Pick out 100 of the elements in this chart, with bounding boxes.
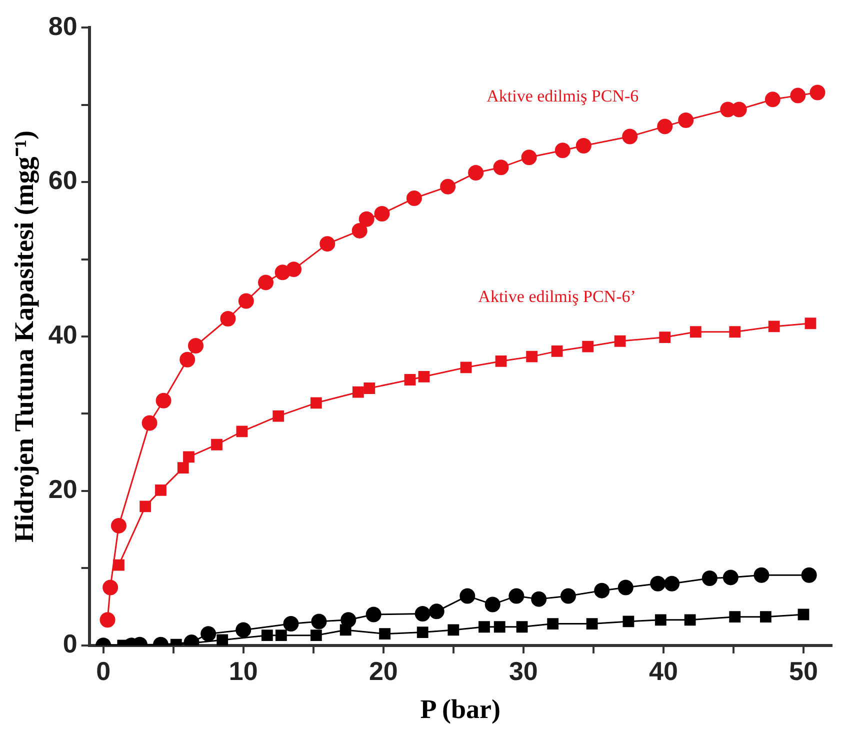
x-tick-label: 40 [649,656,678,686]
point [684,614,696,626]
point [142,415,158,431]
y-tick-label: 0 [62,628,78,659]
point [484,596,500,612]
point [560,588,576,604]
point [416,626,428,638]
point [657,118,673,134]
point [678,112,694,128]
point [364,382,376,394]
point [659,332,671,343]
point [690,326,702,338]
point [188,338,204,354]
point [275,630,287,642]
point [358,211,374,227]
point [618,580,634,596]
point [180,352,196,368]
point [418,370,430,382]
point [594,582,610,598]
x-tick-label: 20 [368,656,398,686]
point [272,410,284,422]
point [113,559,124,571]
point [516,621,528,633]
point [110,518,126,534]
point [238,293,254,309]
point [320,236,336,252]
point [460,588,476,604]
point [495,356,507,367]
point [493,160,509,176]
point [100,612,116,628]
point [406,190,422,206]
point [764,92,780,108]
point [200,626,216,642]
point [526,350,538,362]
point [156,392,172,408]
point [102,580,118,596]
point [729,611,741,623]
point [798,608,810,620]
point [211,438,222,450]
point [582,340,594,352]
point [414,606,430,622]
point [258,274,274,290]
point [428,604,444,620]
y-tick-label: 40 [48,320,78,350]
point [236,622,252,638]
point [702,570,718,586]
point [810,84,826,100]
y-tick-label: 80 [48,10,78,41]
series-label: Aktive edilmiş PCN-6 [486,86,639,106]
point [521,150,537,166]
point [804,318,816,330]
point [283,616,299,632]
point [729,326,741,338]
point [531,591,547,607]
x-tick-label: 50 [789,656,818,686]
point [722,570,738,586]
point [768,320,780,332]
point [404,374,416,386]
point [654,614,666,626]
point [586,618,598,630]
point [801,567,817,583]
point [216,634,228,646]
point [754,567,770,583]
y-tick-label: 20 [48,474,78,504]
point [664,576,680,592]
point [155,484,166,496]
x-tick-label: 30 [508,656,538,686]
point [366,606,382,622]
point [379,628,390,640]
point [790,88,806,104]
x-tick-label: 0 [96,656,111,686]
point [140,500,152,512]
point [576,138,592,154]
point [508,588,524,604]
point [554,142,570,158]
point [468,165,484,181]
x-axis-title: P (bar) [420,694,501,724]
point [760,611,772,623]
point [374,206,390,222]
point [622,128,638,144]
point [177,462,189,474]
point [478,621,490,633]
point [440,178,456,194]
point [340,624,352,636]
point [460,362,472,374]
y-axis-title: Hidrojen Tutuna Kapasitesi (mgg⁻¹) [9,130,40,542]
point [494,621,506,633]
x-tick-label: 10 [228,656,258,686]
point [352,222,368,238]
y-tick-label: 60 [48,165,78,196]
point [614,335,626,347]
point [547,618,559,630]
point [236,426,248,438]
point [310,397,322,409]
point [551,345,563,357]
point [448,624,460,636]
point [311,614,327,630]
point [220,310,236,326]
point [261,630,273,642]
point [622,616,634,628]
